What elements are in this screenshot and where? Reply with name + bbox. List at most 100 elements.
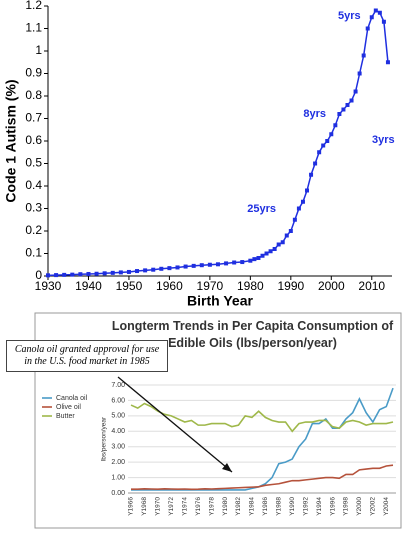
data-point bbox=[365, 26, 370, 31]
data-point bbox=[46, 273, 50, 278]
data-point bbox=[276, 242, 281, 247]
legend-label: Canola oil bbox=[56, 395, 88, 402]
x-tick-label: 1970 bbox=[197, 279, 224, 293]
data-point bbox=[369, 15, 374, 20]
y-tick-label: 1 bbox=[35, 43, 42, 57]
data-point bbox=[349, 98, 354, 103]
x-tick-label: 1930 bbox=[35, 279, 62, 293]
data-point bbox=[337, 112, 342, 116]
data-line bbox=[130, 402, 394, 433]
data-point bbox=[110, 270, 115, 275]
data-point bbox=[135, 269, 140, 274]
data-point bbox=[381, 19, 386, 24]
data-point bbox=[377, 10, 382, 15]
x-tick-label: Y1970 bbox=[155, 497, 162, 516]
x-tick-label: Y2004 bbox=[383, 497, 390, 516]
x-tick-label: Y2002 bbox=[370, 497, 377, 516]
y-tick-label: 4.00 bbox=[111, 428, 125, 435]
x-tick-label: Y1980 bbox=[222, 497, 229, 516]
y-tick-label: 1.1 bbox=[25, 21, 42, 35]
data-point bbox=[167, 266, 172, 271]
x-tick-label: Y1976 bbox=[195, 497, 202, 516]
y-tick-label: 5.00 bbox=[111, 413, 125, 420]
data-line bbox=[131, 464, 394, 491]
x-tick-label: Y1994 bbox=[316, 497, 323, 516]
data-point bbox=[102, 271, 107, 276]
legend-label: Olive oil bbox=[56, 404, 81, 411]
annotation: 25yrs bbox=[247, 203, 276, 215]
y-tick-label: 0 bbox=[35, 268, 42, 282]
annotation: 8yrs bbox=[303, 108, 326, 120]
data-point bbox=[305, 188, 310, 193]
y-tick-label: 1.2 bbox=[25, 0, 42, 12]
chart-panel bbox=[34, 312, 402, 529]
x-tick-label: Y1966 bbox=[128, 497, 135, 516]
data-point bbox=[280, 240, 285, 245]
y-tick-label: 1.00 bbox=[111, 474, 125, 481]
y-tick-label: 0.9 bbox=[25, 66, 42, 80]
data-point bbox=[272, 247, 277, 251]
data-point bbox=[199, 263, 204, 268]
y-tick-label: 7.00 bbox=[111, 382, 125, 389]
y-tick-label: 6.00 bbox=[111, 397, 125, 404]
data-point bbox=[345, 103, 350, 107]
data-point bbox=[207, 262, 212, 267]
annotation: Canola oil granted approval for use in t… bbox=[6, 340, 168, 372]
x-tick-label: Y1984 bbox=[249, 497, 256, 516]
data-point bbox=[333, 123, 338, 128]
x-tick-label: Y1990 bbox=[289, 497, 296, 516]
x-tick-label: Y2000 bbox=[356, 497, 363, 516]
data-point bbox=[385, 60, 390, 65]
arrow-head bbox=[222, 463, 232, 472]
data-line bbox=[47, 9, 389, 277]
data-point bbox=[232, 260, 237, 265]
x-tick-label: Y1998 bbox=[343, 497, 350, 516]
y-tick-label: 0.1 bbox=[25, 246, 42, 260]
x-tick-label: Y1974 bbox=[181, 497, 188, 516]
arrow bbox=[117, 376, 233, 473]
data-point bbox=[215, 262, 220, 267]
y-tick-label: 0.00 bbox=[111, 490, 125, 497]
annotation: 3yrs bbox=[372, 134, 395, 146]
data-point bbox=[268, 249, 273, 254]
data-point bbox=[357, 71, 362, 76]
data-point bbox=[240, 260, 245, 265]
x-tick-label: Y1992 bbox=[302, 497, 309, 516]
data-point bbox=[151, 267, 156, 272]
data-point bbox=[317, 150, 322, 155]
data-point bbox=[313, 161, 318, 166]
data-point bbox=[70, 272, 75, 277]
data-point bbox=[118, 270, 123, 275]
y-tick-label: 0.6 bbox=[25, 133, 42, 147]
y-tick-label: 0.8 bbox=[25, 88, 42, 102]
data-point bbox=[86, 271, 91, 276]
data-point bbox=[284, 233, 289, 238]
y-axis-label: lbs/person/year bbox=[101, 416, 108, 461]
data-point bbox=[256, 256, 261, 260]
data-point bbox=[321, 143, 326, 148]
x-tick-label: 1950 bbox=[116, 279, 143, 293]
y-tick-label: 0.7 bbox=[25, 111, 42, 125]
y-tick-label: 3.00 bbox=[111, 444, 125, 451]
y-tick-label: 0.2 bbox=[25, 223, 42, 237]
data-point bbox=[183, 264, 188, 269]
data-point bbox=[54, 273, 59, 278]
data-point bbox=[94, 271, 99, 276]
annotation: 5yrs bbox=[338, 10, 361, 22]
x-tick-label: Y1982 bbox=[235, 497, 242, 516]
data-point bbox=[159, 266, 164, 271]
data-point bbox=[252, 257, 257, 262]
data-point bbox=[300, 199, 305, 204]
data-point bbox=[329, 132, 334, 137]
x-tick-label: 1980 bbox=[237, 279, 264, 293]
x-tick-label: Y1996 bbox=[329, 497, 336, 516]
data-point bbox=[361, 53, 366, 58]
x-tick-label: Y1968 bbox=[141, 497, 148, 516]
data-point bbox=[175, 265, 180, 270]
data-point bbox=[62, 272, 67, 277]
y-tick-label: 0.3 bbox=[25, 201, 42, 215]
y-tick-label: 2.00 bbox=[111, 459, 125, 466]
data-point bbox=[126, 269, 131, 274]
